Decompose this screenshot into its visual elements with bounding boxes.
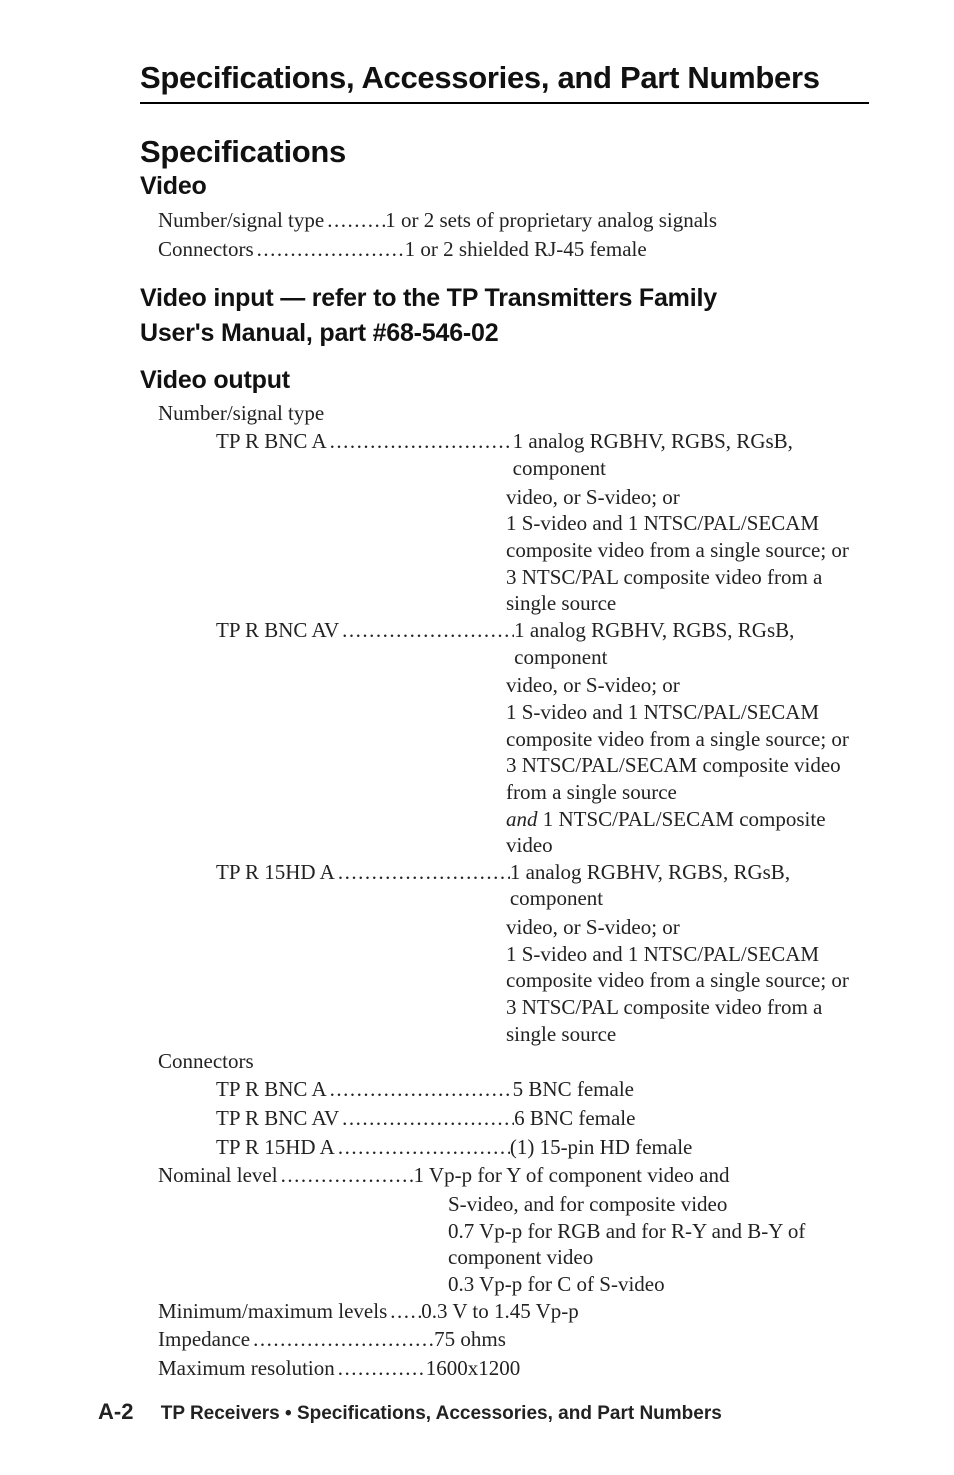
- page-footer: A-2 TP Receivers • Specifications, Acces…: [98, 1399, 869, 1425]
- label: TP R BNC A: [216, 428, 327, 455]
- continuation-line: 3 NTSC/PAL composite video from a: [506, 564, 869, 591]
- label: TP R BNC AV: [216, 1105, 339, 1132]
- continuation-line: 3 NTSC/PAL/SECAM composite video: [506, 752, 869, 779]
- continuation-line: 1 S-video and 1 NTSC/PAL/SECAM: [506, 510, 869, 537]
- value: 5 BNC female: [513, 1076, 869, 1103]
- continuation-line: 0.3 Vp-p for C of S-video: [448, 1271, 869, 1298]
- video-connectors-row: Connectors .............................…: [158, 236, 869, 263]
- signal-type-row: TP R BNC AV.............................…: [216, 617, 869, 670]
- leader-dots: ........................................…: [278, 1162, 414, 1189]
- leader-dots: ........................................…: [339, 617, 514, 644]
- signal-type-row: TP R 15HD A.............................…: [216, 859, 869, 912]
- value: 1600x1200: [426, 1355, 869, 1382]
- maxres-row: Maximum resolution .................... …: [158, 1355, 869, 1382]
- value: 1 analog RGBHV, RGBS, RGsB, component: [513, 428, 869, 481]
- label: Nominal level: [158, 1162, 278, 1189]
- continuation-line: S-video, and for composite video: [448, 1191, 869, 1218]
- label: TP R BNC AV: [216, 617, 339, 644]
- value: 1 Vp-p for Y of component video and: [414, 1162, 869, 1189]
- leader-dots: ....................: [324, 207, 385, 234]
- continuation-line: video, or S-video; or: [506, 484, 869, 511]
- video-output-heading: Video output: [140, 366, 869, 395]
- connector-row: TP R 15HD A.............................…: [216, 1134, 869, 1161]
- continuation-line: 0.7 Vp-p for RGB and for R-Y and B-Y of: [448, 1218, 869, 1245]
- value: 1 or 2 shielded RJ-45 female: [405, 236, 869, 263]
- leader-dots: ........................................…: [327, 1076, 513, 1103]
- label: TP R 15HD A: [216, 859, 335, 886]
- title-rule: [140, 102, 869, 104]
- leader-dots: ........................................…: [335, 1134, 510, 1161]
- continuation-line: single source: [506, 590, 869, 617]
- continuation-line: 1 S-video and 1 NTSC/PAL/SECAM: [506, 699, 869, 726]
- label: TP R 15HD A: [216, 1134, 335, 1161]
- nominal-level-row: Nominal level ..........................…: [158, 1162, 869, 1189]
- continuation-line: composite video from a single source; or: [506, 537, 869, 564]
- leader-dots: ........................................…: [250, 1326, 434, 1353]
- continuation-line: composite video from a single source; or: [506, 967, 869, 994]
- continuation-line: single source: [506, 1021, 869, 1048]
- leader-dots: ........................................…: [327, 428, 513, 455]
- label: Maximum resolution: [158, 1355, 335, 1382]
- number-signal-type-head: Number/signal type: [158, 401, 869, 426]
- specifications-heading: Specifications: [140, 134, 869, 170]
- leader-dots: ........: [387, 1298, 421, 1325]
- label: Impedance: [158, 1326, 250, 1353]
- value: (1) 15-pin HD female: [510, 1134, 869, 1161]
- value: 75 ohms: [434, 1326, 869, 1353]
- value: 1 analog RGBHV, RGBS, RGsB, component: [510, 859, 869, 912]
- impedance-row: Impedance ..............................…: [158, 1326, 869, 1353]
- video-input-heading-l2: User's Manual, part #68-546-02: [140, 319, 869, 348]
- continuation-line: composite video from a single source; or: [506, 726, 869, 753]
- minmax-row: Minimum/maximum levels ........ 0.3 V to…: [158, 1298, 869, 1325]
- leader-dots: ....................: [335, 1355, 426, 1382]
- signal-type-row: TP R BNC A..............................…: [216, 428, 869, 481]
- page: Specifications, Accessories, and Part Nu…: [0, 0, 954, 1475]
- continuation-line: video, or S-video; or: [506, 672, 869, 699]
- leader-dots: ........................................…: [339, 1105, 514, 1132]
- connectors-head: Connectors: [158, 1049, 869, 1074]
- value: 1 or 2 sets of proprietary analog signal…: [385, 207, 869, 234]
- continuation-line: video, or S-video; or: [506, 914, 869, 941]
- label: TP R BNC A: [216, 1076, 327, 1103]
- label: Connectors: [158, 236, 254, 263]
- continuation-line: video: [506, 832, 869, 859]
- connector-row: TP R BNC AV.............................…: [216, 1105, 869, 1132]
- video-input-heading-l1: Video input — refer to the TP Transmitte…: [140, 284, 869, 313]
- footer-title: TP Receivers • Specifications, Accessori…: [161, 1403, 722, 1424]
- leader-dots: ........................................…: [335, 859, 510, 886]
- page-number: A-2: [98, 1399, 133, 1424]
- label: Number/signal type: [158, 207, 324, 234]
- continuation-line: component video: [448, 1244, 869, 1271]
- leader-dots: ...................................: [254, 236, 405, 263]
- label: Minimum/maximum levels: [158, 1298, 387, 1325]
- value: 0.3 V to 1.45 Vp-p: [421, 1298, 869, 1325]
- video-heading: Video: [140, 172, 869, 201]
- connector-row: TP R BNC A..............................…: [216, 1076, 869, 1103]
- continuation-line: 1 S-video and 1 NTSC/PAL/SECAM: [506, 941, 869, 968]
- continuation-line: from a single source: [506, 779, 869, 806]
- value: 1 analog RGBHV, RGBS, RGsB, component: [514, 617, 869, 670]
- page-top-title: Specifications, Accessories, and Part Nu…: [140, 60, 869, 96]
- video-number-signal-row: Number/signal type .................... …: [158, 207, 869, 234]
- continuation-line: and 1 NTSC/PAL/SECAM composite: [506, 806, 869, 833]
- value: 6 BNC female: [514, 1105, 869, 1132]
- continuation-line: 3 NTSC/PAL composite video from a: [506, 994, 869, 1021]
